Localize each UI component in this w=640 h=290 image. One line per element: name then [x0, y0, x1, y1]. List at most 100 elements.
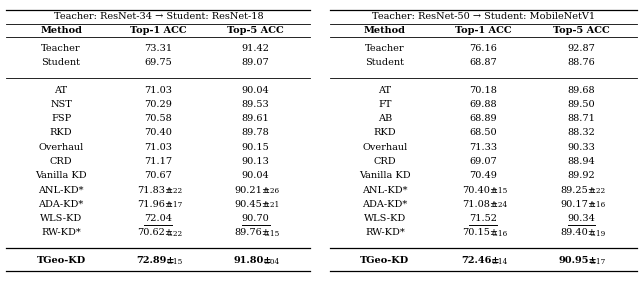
Text: 0.15: 0.15 — [166, 258, 182, 266]
Text: 0.21: 0.21 — [264, 201, 280, 209]
Text: 0.26: 0.26 — [264, 187, 280, 195]
Text: 70.62±: 70.62± — [137, 228, 173, 238]
Text: 89.50: 89.50 — [568, 100, 595, 109]
Text: 69.88: 69.88 — [469, 100, 497, 109]
Text: ANL-KD*: ANL-KD* — [38, 186, 84, 195]
Text: Overhaul: Overhaul — [38, 143, 84, 152]
Text: NST: NST — [50, 100, 72, 109]
Text: 73.31: 73.31 — [145, 44, 172, 53]
Text: 0.22: 0.22 — [589, 187, 605, 195]
Text: Teacher: Teacher — [365, 44, 404, 53]
Text: 90.21±: 90.21± — [234, 186, 271, 195]
Text: Vanilla KD: Vanilla KD — [359, 171, 411, 180]
Text: 0.22: 0.22 — [166, 230, 182, 238]
Text: 71.83±: 71.83± — [137, 186, 173, 195]
Text: WLS-KD: WLS-KD — [364, 214, 406, 223]
Text: 71.03: 71.03 — [145, 86, 172, 95]
Text: Method: Method — [364, 26, 406, 35]
Text: 71.17: 71.17 — [145, 157, 172, 166]
Text: 88.94: 88.94 — [568, 157, 595, 166]
Text: 89.07: 89.07 — [242, 58, 269, 68]
Text: Student: Student — [42, 58, 81, 68]
Text: RKD: RKD — [50, 128, 72, 137]
Text: 89.53: 89.53 — [242, 100, 269, 109]
Text: 90.33: 90.33 — [568, 143, 595, 152]
Text: 71.33: 71.33 — [469, 143, 497, 152]
Text: RW-KD*: RW-KD* — [365, 228, 404, 238]
Text: FSP: FSP — [51, 114, 71, 123]
Text: CRD: CRD — [50, 157, 72, 166]
Text: 90.13: 90.13 — [242, 157, 269, 166]
Text: TGeo-KD: TGeo-KD — [36, 256, 86, 265]
Text: Teacher: Teacher — [42, 44, 81, 53]
Text: Teacher: ResNet-50 → Student: MobileNetV1: Teacher: ResNet-50 → Student: MobileNetV… — [372, 12, 595, 21]
Text: 90.15: 90.15 — [242, 143, 269, 152]
Text: AT: AT — [378, 86, 392, 95]
Text: 68.87: 68.87 — [469, 58, 497, 68]
Text: 89.40±: 89.40± — [560, 228, 596, 238]
Text: 90.95±: 90.95± — [559, 256, 598, 265]
Text: Top-1 ACC: Top-1 ACC — [455, 26, 511, 35]
Text: 72.04: 72.04 — [145, 214, 172, 223]
Text: 90.34: 90.34 — [568, 214, 595, 223]
Text: 0.14: 0.14 — [491, 258, 508, 266]
Text: AB: AB — [378, 114, 392, 123]
Text: 70.49: 70.49 — [469, 171, 497, 180]
Text: 70.15±: 70.15± — [462, 228, 498, 238]
Text: 71.08±: 71.08± — [462, 200, 498, 209]
Text: 0.16: 0.16 — [491, 230, 508, 238]
Text: WLS-KD: WLS-KD — [40, 214, 83, 223]
Text: 71.52: 71.52 — [469, 214, 497, 223]
Text: 69.75: 69.75 — [145, 58, 172, 68]
Text: Overhaul: Overhaul — [362, 143, 408, 152]
Text: ADA-KD*: ADA-KD* — [38, 200, 84, 209]
Text: 0.15: 0.15 — [491, 187, 508, 195]
Text: 92.87: 92.87 — [568, 44, 595, 53]
Text: 69.07: 69.07 — [469, 157, 497, 166]
Text: 70.18: 70.18 — [469, 86, 497, 95]
Text: 76.16: 76.16 — [469, 44, 497, 53]
Text: 0.24: 0.24 — [491, 201, 508, 209]
Text: 68.89: 68.89 — [469, 114, 497, 123]
Text: TGeo-KD: TGeo-KD — [360, 256, 410, 265]
Text: FT: FT — [378, 100, 392, 109]
Text: Teacher: ResNet-34 → Student: ResNet-18: Teacher: ResNet-34 → Student: ResNet-18 — [54, 12, 263, 21]
Text: 89.78: 89.78 — [242, 128, 269, 137]
Text: 70.58: 70.58 — [145, 114, 172, 123]
Text: 0.17: 0.17 — [166, 201, 182, 209]
Text: 88.76: 88.76 — [568, 58, 595, 68]
Text: 72.89±: 72.89± — [136, 256, 175, 265]
Text: 89.92: 89.92 — [568, 171, 595, 180]
Text: 0.17: 0.17 — [589, 258, 605, 266]
Text: 89.76±: 89.76± — [234, 228, 271, 238]
Text: 70.67: 70.67 — [145, 171, 172, 180]
Text: 0.16: 0.16 — [589, 201, 605, 209]
Text: 0.15: 0.15 — [264, 230, 280, 238]
Text: ANL-KD*: ANL-KD* — [362, 186, 408, 195]
Text: 0.04: 0.04 — [264, 258, 280, 266]
Text: Top-1 ACC: Top-1 ACC — [130, 26, 187, 35]
Text: 89.68: 89.68 — [568, 86, 595, 95]
Text: 88.71: 88.71 — [568, 114, 595, 123]
Text: 91.42: 91.42 — [242, 44, 269, 53]
Text: 68.50: 68.50 — [469, 128, 497, 137]
Text: 90.04: 90.04 — [242, 171, 269, 180]
Text: AT: AT — [54, 86, 68, 95]
Text: 91.80±: 91.80± — [233, 256, 272, 265]
Text: 89.25±: 89.25± — [560, 186, 596, 195]
Text: 72.46±: 72.46± — [461, 256, 499, 265]
Text: 0.19: 0.19 — [589, 230, 605, 238]
Text: Method: Method — [40, 26, 82, 35]
Text: 70.29: 70.29 — [145, 100, 172, 109]
Text: RW-KD*: RW-KD* — [41, 228, 81, 238]
Text: 90.04: 90.04 — [242, 86, 269, 95]
Text: 70.40±: 70.40± — [462, 186, 498, 195]
Text: RKD: RKD — [374, 128, 396, 137]
Text: 90.17±: 90.17± — [560, 200, 596, 209]
Text: Top-5 ACC: Top-5 ACC — [227, 26, 284, 35]
Text: 71.03: 71.03 — [145, 143, 172, 152]
Text: 90.70: 90.70 — [242, 214, 269, 223]
Text: 70.40: 70.40 — [145, 128, 172, 137]
Text: Top-5 ACC: Top-5 ACC — [553, 26, 610, 35]
Text: Vanilla KD: Vanilla KD — [35, 171, 87, 180]
